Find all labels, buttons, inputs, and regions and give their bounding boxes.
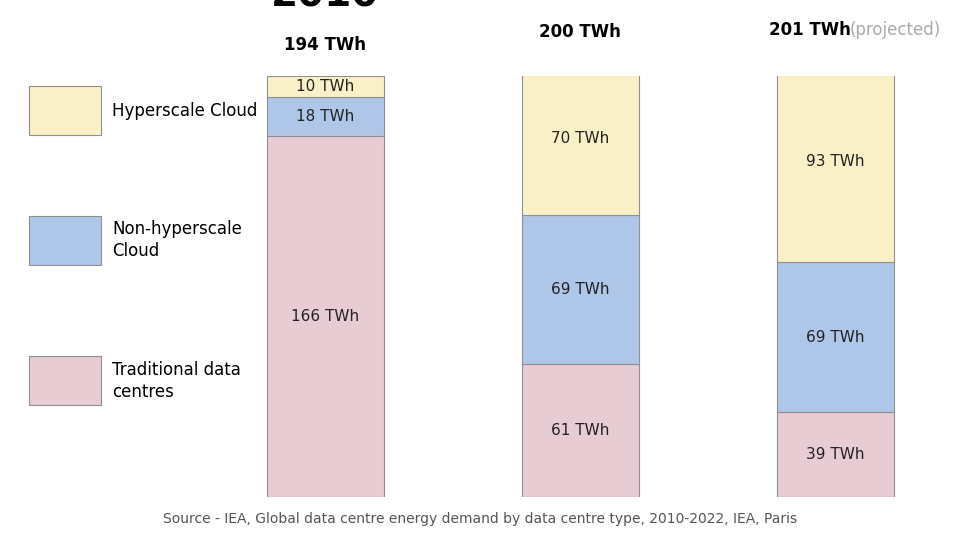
Text: Non-hyperscale
Cloud: Non-hyperscale Cloud [112, 220, 242, 260]
Text: 69 TWh: 69 TWh [551, 282, 610, 297]
Text: 2010: 2010 [271, 0, 379, 15]
Text: 166 TWh: 166 TWh [291, 309, 359, 324]
Text: Source - IEA, Global data centre energy demand by data centre type, 2010-2022, I: Source - IEA, Global data centre energy … [163, 512, 797, 526]
Bar [267, 137, 384, 497]
Text: Hyperscale Cloud: Hyperscale Cloud [112, 102, 257, 120]
Bar [522, 214, 638, 364]
Text: 93 TWh: 93 TWh [806, 154, 865, 169]
Text: 201 TWh: 201 TWh [769, 21, 851, 39]
Bar [522, 63, 638, 214]
Bar [777, 262, 894, 412]
Bar [777, 412, 894, 497]
Text: 10 TWh: 10 TWh [296, 79, 354, 94]
Text: 18 TWh: 18 TWh [296, 110, 354, 124]
Text: 61 TWh: 61 TWh [551, 423, 610, 438]
Text: Traditional data
centres: Traditional data centres [112, 361, 241, 401]
Bar [777, 60, 894, 262]
Text: 39 TWh: 39 TWh [806, 447, 865, 462]
Text: 70 TWh: 70 TWh [551, 131, 610, 146]
Bar [522, 364, 638, 497]
Text: 200 TWh: 200 TWh [540, 23, 621, 41]
Text: 2019: 2019 [526, 0, 635, 2]
Text: 69 TWh: 69 TWh [806, 330, 865, 345]
Text: 194 TWh: 194 TWh [284, 36, 366, 54]
Bar [267, 76, 384, 97]
Text: (projected): (projected) [850, 21, 941, 39]
Bar [267, 97, 384, 137]
